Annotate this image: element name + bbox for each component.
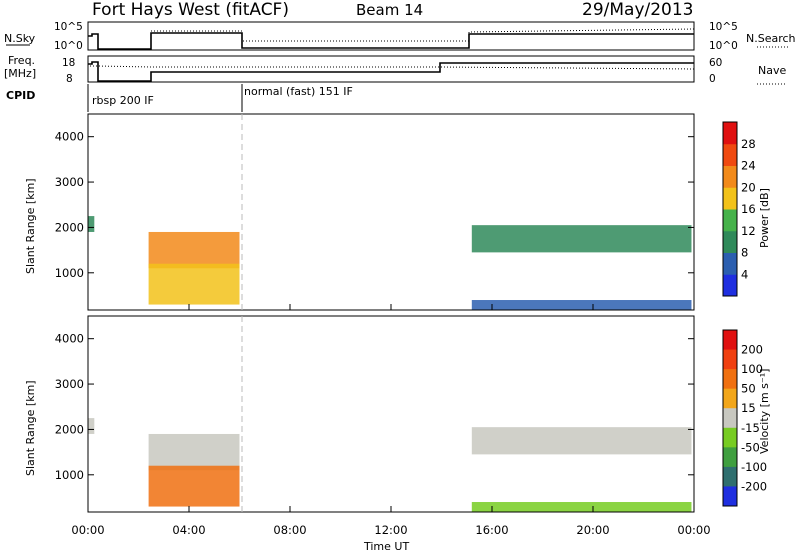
velocity-colorbar-swatch [723,447,737,468]
power-ytick-label: 1000 [55,266,84,280]
nave-label: Nave [758,64,786,77]
velocity-colorbar-swatch [723,330,737,351]
power-region-3 [471,225,692,253]
velocity-colorbar-tick: -100 [741,460,767,474]
velocity-colorbar-tick: 15 [741,401,756,415]
power-colorbar-tick: 28 [741,137,756,151]
power-colorbar-tick: 16 [741,202,756,216]
power-regions [88,216,692,310]
velocity-region-4 [471,502,692,512]
freq-hi-tick: 18 [62,57,75,69]
power-colorbar-swatch [723,165,737,188]
nsearch-trace [151,28,695,42]
power-colorbar-label: Power [dB] [758,188,771,248]
velocity-region-1 [148,433,240,471]
freq-trace [88,61,694,82]
power-ylabel: Slant Range [km] [24,178,37,274]
velocity-colorbar: 200 100 50 15 -15 -50 -100 -200 [722,329,767,507]
velocity-colorbar-swatch [723,369,737,390]
velocity-colorbar-tick: 200 [741,343,763,357]
power-colorbar-swatch [723,274,737,297]
nsky-label: N.Sky [4,32,36,45]
velocity-colorbar-label: Velocity [m s⁻¹] [758,369,771,454]
power-panel [87,113,695,311]
nsearch-hi-tick: 10^5 [709,21,738,33]
power-colorbar-swatch [723,187,737,210]
power-ytick-label: 4000 [55,130,84,144]
velocity-colorbar-swatch [723,408,737,429]
velocity-colorbar-tick: -15 [741,421,760,435]
xtick-label: 20:00 [576,523,609,537]
xtick-label: 12:00 [374,523,407,537]
velocity-colorbar-tick: 100 [741,362,763,376]
velocity-colorbar-tick: -200 [741,479,767,493]
cpid-mode-rbsp: rbsp 200 IF [92,94,154,107]
freq-label: Freq. [8,54,35,67]
velocity-region-3 [471,427,692,455]
station-title: Fort Hays West (fitACF) [92,0,289,20]
velocity-colorbar-swatch [723,486,737,507]
xtick-label: 16:00 [475,523,508,537]
velocity-colorbar-swatch [723,388,737,409]
xtick-label: 00:00 [677,523,710,537]
velocity-colorbar-swatch [723,427,737,448]
x-ticks: 00:00 04:00 08:00 12:00 16:00 20:00 00:00 [71,304,711,537]
power-region-0 [88,216,95,232]
nave-lo-tick: 0 [709,73,716,85]
power-colorbar-swatch [723,230,737,253]
power-region-4 [471,300,692,310]
velocity-colorbar-swatch [723,349,737,370]
power-colorbar-tick: 8 [741,246,748,260]
freq-lo-tick: 8 [66,73,73,85]
power-colorbar: 4 8 12 16 20 24 28 [722,121,756,297]
beam-title: Beam 14 [356,1,423,19]
velocity-regions [88,418,692,512]
date-title: 29/May/2013 [582,0,694,20]
nsearch-label: N.Search [746,32,796,45]
power-colorbar-tick: 12 [741,224,756,238]
power-colorbar-swatch [723,122,737,145]
nave-trace [90,65,695,70]
xtick-label: 04:00 [172,523,205,537]
velocity-region-0 [88,418,95,434]
velocity-ytick-label: 4000 [55,332,84,346]
power-colorbar-swatch [723,252,737,275]
nave-hi-tick: 60 [709,57,722,69]
power-colorbar-tick: 4 [741,267,748,281]
power-colorbar-tick: 24 [741,159,756,173]
nsky-trace [88,32,694,50]
freq-panel [87,55,695,83]
xtick-label: 08:00 [273,523,306,537]
power-colorbar-swatch [723,143,737,166]
velocity-ylabel: Slant Range [km] [24,380,37,476]
nsky-lo-tick: 10^0 [54,40,83,52]
cpid-label: CPID [6,89,35,102]
power-ytick-label: 2000 [55,220,84,234]
power-colorbar-swatch [723,209,737,232]
power-region-1 [148,231,240,269]
velocity-colorbar-tick: -50 [741,440,760,454]
velocity-ytick-label: 1000 [55,468,84,482]
power-region-2 [148,263,240,305]
velocity-region-2 [148,465,240,507]
freq-unit-label: [MHz] [4,67,36,80]
nsearch-lo-tick: 10^0 [709,40,738,52]
velocity-colorbar-swatch [723,466,737,487]
velocity-colorbar-tick: 50 [741,382,756,396]
power-colorbar-frame [722,121,738,297]
power-colorbar-tick: 20 [741,180,756,194]
velocity-ytick-label: 3000 [55,377,84,391]
xtick-label: 00:00 [71,523,104,537]
x-axis-label: Time UT [363,540,409,553]
nsky-panel [87,21,695,51]
velocity-ytick-label: 2000 [55,422,84,436]
y-ticks: 1000 2000 3000 4000 1000 2000 3000 4000 [55,130,694,482]
cpid-mode-normal: normal (fast) 151 IF [244,85,353,98]
velocity-panel [87,315,695,513]
nsky-hi-tick: 10^5 [54,21,83,33]
velocity-colorbar-frame [722,329,738,507]
power-ytick-label: 3000 [55,175,84,189]
